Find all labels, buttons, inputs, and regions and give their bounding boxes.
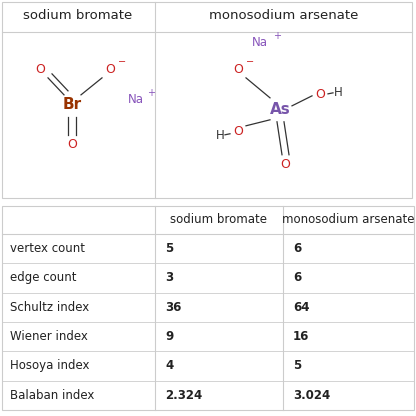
Text: 9: 9 [165, 330, 173, 343]
Text: −: − [246, 57, 254, 67]
Text: +: + [147, 88, 155, 98]
Text: 4: 4 [165, 359, 173, 372]
Text: Br: Br [62, 97, 82, 112]
Text: O: O [233, 125, 243, 138]
Text: 6: 6 [293, 271, 301, 285]
Text: 3.024: 3.024 [293, 389, 330, 402]
Text: 16: 16 [293, 330, 310, 343]
Text: O: O [280, 158, 290, 171]
Text: As: As [270, 102, 290, 117]
Text: sodium bromate: sodium bromate [171, 213, 267, 226]
Text: Na: Na [252, 37, 268, 50]
Text: Balaban index: Balaban index [10, 389, 94, 402]
Text: +: + [273, 31, 281, 41]
Text: 5: 5 [293, 359, 301, 372]
Text: 5: 5 [165, 242, 173, 255]
Text: vertex count: vertex count [10, 242, 85, 255]
Text: monosodium arsenate: monosodium arsenate [282, 213, 415, 226]
Text: 64: 64 [293, 301, 310, 314]
Text: −: − [118, 57, 126, 67]
Text: O: O [233, 63, 243, 77]
Text: O: O [315, 88, 325, 102]
Text: O: O [67, 138, 77, 151]
Text: Wiener index: Wiener index [10, 330, 88, 343]
Text: Na: Na [128, 93, 144, 106]
Text: monosodium arsenate: monosodium arsenate [209, 10, 358, 22]
Text: O: O [105, 63, 115, 77]
Text: 6: 6 [293, 242, 301, 255]
Text: sodium bromate: sodium bromate [23, 10, 132, 22]
Text: Hosoya index: Hosoya index [10, 359, 89, 372]
Text: Schultz index: Schultz index [10, 301, 89, 314]
Text: H: H [334, 87, 342, 99]
Text: 36: 36 [165, 301, 181, 314]
Text: 3: 3 [165, 271, 173, 285]
Text: O: O [35, 63, 45, 77]
Text: edge count: edge count [10, 271, 77, 285]
Text: H: H [215, 129, 224, 142]
Text: 2.324: 2.324 [165, 389, 202, 402]
